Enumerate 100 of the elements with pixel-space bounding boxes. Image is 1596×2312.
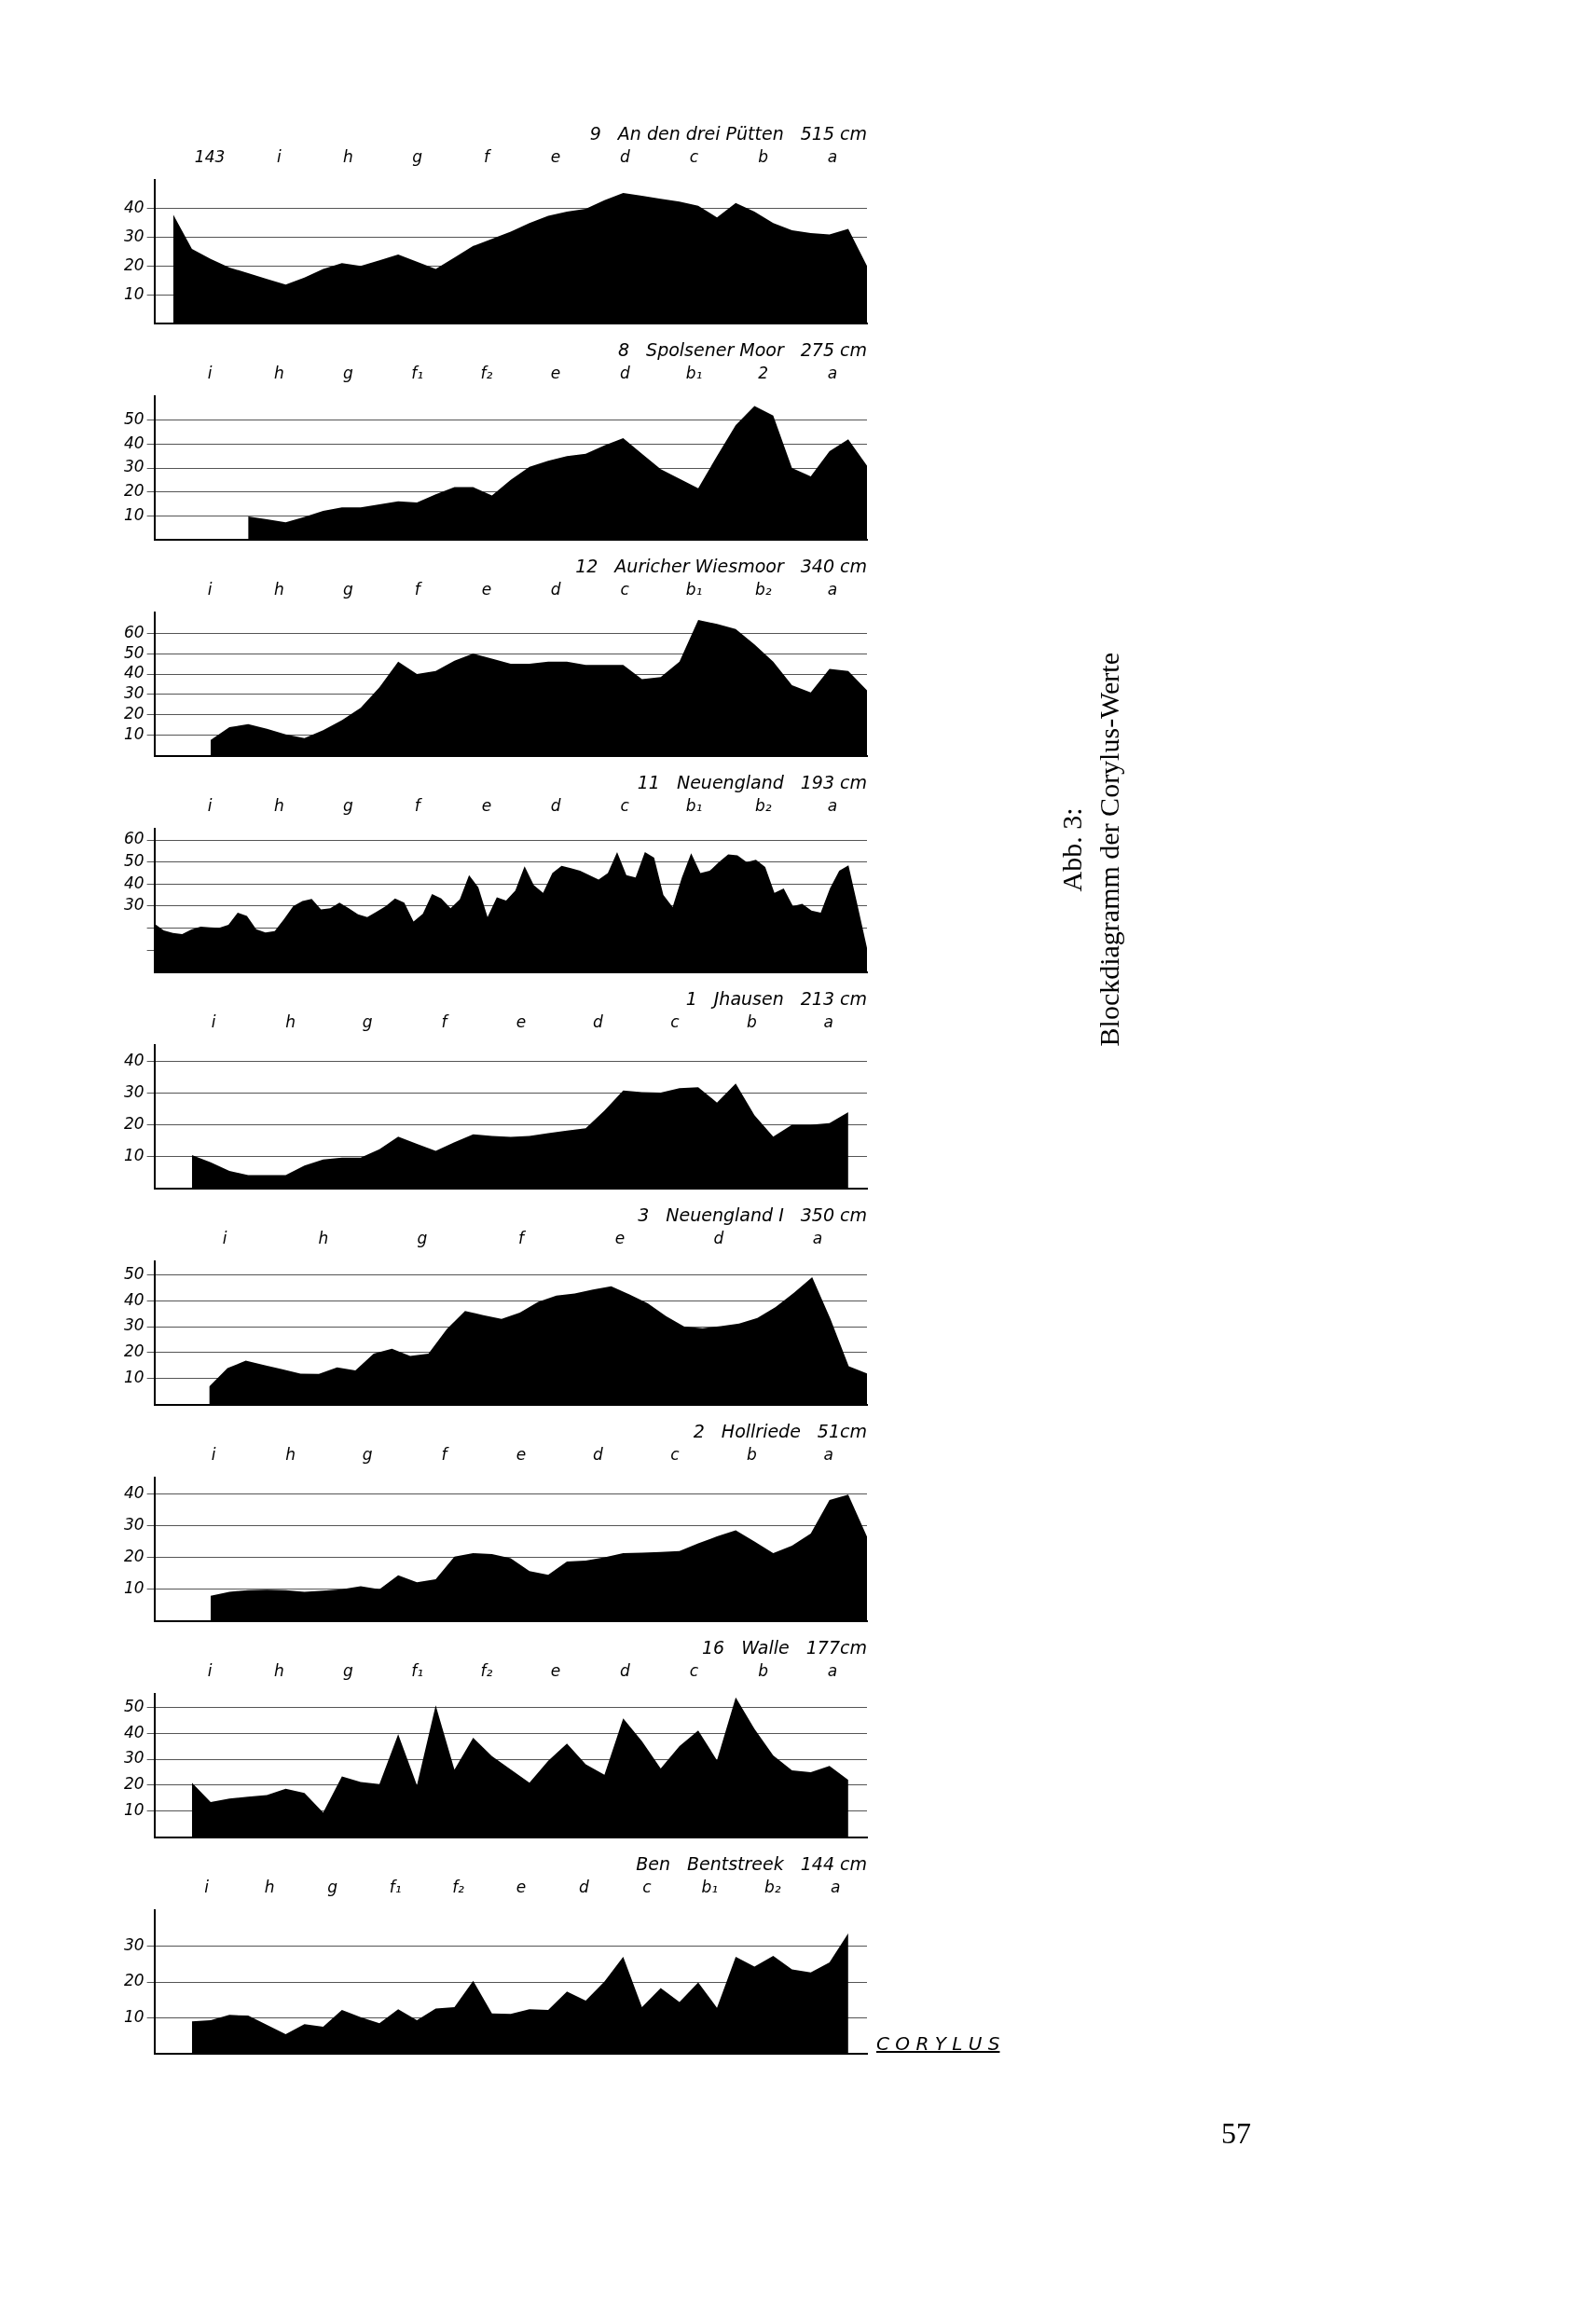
text: c (620, 580, 629, 599)
y-tick-label: 20 (123, 255, 144, 274)
x-axis-title: 177cm (805, 1637, 867, 1658)
chart-subtitle: Walle (741, 1637, 790, 1658)
text: f (414, 580, 420, 599)
y-tick-label: 10 (123, 283, 144, 303)
text: e (481, 796, 492, 815)
chart-title: 9 (589, 123, 601, 144)
text: c (642, 1878, 652, 1896)
x-axis-title: 193 cm (800, 772, 867, 792)
text: h (273, 796, 284, 815)
text: h (285, 1012, 296, 1031)
text: b₁ (685, 364, 703, 382)
text: d (593, 1012, 603, 1031)
text: e (550, 364, 561, 382)
text: a (823, 1012, 833, 1031)
y-tick-label: 30 (123, 895, 144, 915)
text: e (481, 580, 492, 599)
y-tick-label: 40 (123, 1482, 144, 1502)
text: b (758, 147, 769, 166)
text: b (746, 1012, 757, 1031)
chart-subtitle: Spolsener Moor (646, 339, 784, 360)
text: b₂ (754, 580, 772, 599)
y-tick-label: 20 (123, 1113, 144, 1133)
text: f (441, 1445, 447, 1464)
text: c (689, 1661, 699, 1680)
text: b (758, 1661, 769, 1680)
y-tick-label: 50 (123, 851, 144, 871)
x-axis-title: 51cm (817, 1421, 867, 1441)
text: a (827, 580, 838, 599)
text: e (550, 147, 561, 166)
x-axis-title: 515 cm (800, 123, 867, 144)
text: g (343, 580, 353, 599)
text: g (362, 1012, 373, 1031)
text: b₂ (754, 796, 772, 815)
text: i (204, 1878, 210, 1896)
text: h (343, 147, 353, 166)
y-tick-label: 40 (123, 1050, 144, 1069)
text: f₂ (480, 1661, 493, 1680)
text: c (689, 147, 699, 166)
y-tick-label: 40 (123, 1722, 144, 1741)
text: c (670, 1445, 680, 1464)
text: h (264, 1878, 275, 1896)
y-tick-label: 50 (123, 1696, 144, 1715)
text: 143 (194, 147, 226, 166)
chart-subtitle: Bentstreek (686, 1853, 784, 1874)
y-tick-label: 30 (123, 1748, 144, 1768)
text: b₁ (701, 1878, 719, 1896)
chart-title: 3 (638, 1204, 650, 1225)
x-axis-title: 144 cm (800, 1853, 867, 1874)
text: i (276, 147, 282, 166)
y-tick-label: 20 (123, 1546, 144, 1565)
chart-subtitle: Neuengland (676, 772, 784, 792)
text: Blockdiagramm der Corylus-Werte (1093, 653, 1125, 1047)
x-axis-title: 350 cm (800, 1204, 867, 1225)
y-tick-label: 30 (123, 1514, 144, 1534)
y-tick-label: 40 (123, 433, 144, 452)
chart-subtitle: Auricher Wiesmoor (614, 556, 784, 576)
y-tick-label: 50 (123, 642, 144, 662)
text: i (207, 796, 213, 815)
text: a (812, 1229, 823, 1247)
y-tick-label: 10 (123, 2006, 144, 2026)
y-tick-label: 10 (123, 1800, 144, 1820)
y-tick-label: 30 (123, 457, 144, 476)
text: g (343, 796, 353, 815)
text: d (619, 364, 630, 382)
text: C O R Y L U S (876, 2032, 1000, 2055)
chart-subtitle: An den drei Pütten (617, 123, 784, 144)
text: d (619, 1661, 630, 1680)
text: f₁ (389, 1878, 402, 1896)
y-tick-label: 10 (123, 504, 144, 524)
chart-title: 16 (701, 1637, 725, 1658)
text: f₁ (411, 1661, 424, 1680)
y-tick-label: 20 (123, 1774, 144, 1794)
y-tick-label: 10 (123, 1368, 144, 1387)
chart-subtitle: Neuengland I (666, 1204, 784, 1225)
text: i (207, 1661, 213, 1680)
y-tick-label: 20 (123, 1342, 144, 1361)
text: c (670, 1012, 680, 1031)
y-tick-label: 10 (123, 1146, 144, 1165)
text: i (207, 580, 213, 599)
y-tick-label: 40 (123, 198, 144, 217)
y-tick-label: 50 (123, 409, 144, 429)
text: a (827, 147, 838, 166)
text: i (211, 1445, 216, 1464)
chart-title: Ben (636, 1853, 670, 1874)
text: 2 (758, 364, 769, 382)
y-tick-label: 10 (123, 1578, 144, 1598)
y-tick-label: 60 (123, 829, 144, 848)
y-tick-label: 30 (123, 1315, 144, 1335)
text: e (516, 1012, 527, 1031)
text: f (441, 1012, 447, 1031)
text: f₁ (411, 364, 424, 382)
chart-title: 11 (637, 772, 660, 792)
text: e (614, 1229, 626, 1247)
y-tick-label: 30 (123, 1081, 144, 1101)
y-tick-label: 40 (123, 873, 144, 892)
y-tick-label: 20 (123, 1971, 144, 1990)
text: d (593, 1445, 603, 1464)
x-axis-title: 213 cm (800, 988, 867, 1009)
